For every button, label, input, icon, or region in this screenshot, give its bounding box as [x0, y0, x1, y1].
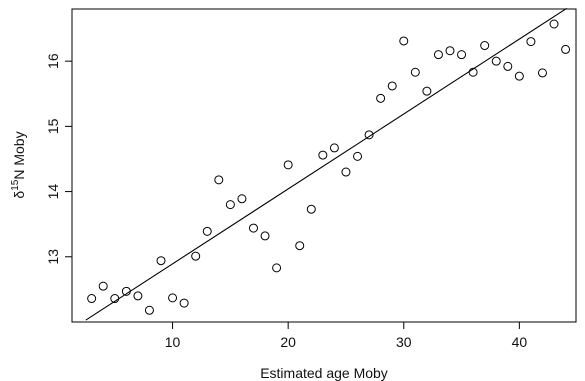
regression-line	[85, 7, 568, 321]
data-point	[480, 41, 490, 51]
data-point	[272, 263, 282, 273]
regression-line-group	[85, 7, 568, 321]
x-tick-label: 10	[165, 334, 181, 350]
data-point	[202, 226, 212, 236]
data-point	[144, 305, 154, 315]
data-point	[179, 298, 189, 308]
data-point	[526, 37, 536, 47]
y-axis-title: δ15N Moby	[10, 131, 27, 198]
data-point	[433, 50, 443, 60]
y-axis: 13 14 15 16	[45, 53, 72, 265]
data-point	[318, 150, 328, 160]
data-point	[121, 286, 131, 296]
data-point	[295, 241, 305, 251]
data-point	[422, 86, 432, 96]
data-point	[283, 160, 293, 170]
x-tick-label: 40	[512, 334, 528, 350]
data-point	[387, 81, 397, 91]
data-point	[214, 175, 224, 185]
data-point	[110, 294, 120, 304]
data-point	[468, 67, 478, 77]
data-point	[237, 194, 247, 204]
x-axis-title: Estimated age Moby	[260, 365, 388, 381]
data-point	[87, 294, 97, 304]
y-axis-title-superscript: 15	[10, 179, 21, 191]
data-point	[503, 61, 513, 71]
data-point	[537, 68, 547, 78]
y-axis-title-delta: δ	[11, 191, 27, 199]
x-tick-label: 20	[280, 334, 296, 350]
data-point	[399, 36, 409, 46]
data-point	[133, 291, 143, 301]
y-tick-label: 15	[45, 118, 61, 134]
x-tick-label: 30	[396, 334, 412, 350]
data-point	[549, 19, 559, 29]
data-point	[98, 281, 108, 291]
data-point	[353, 151, 363, 161]
y-axis-title-rest: N Moby	[11, 131, 27, 179]
data-point	[168, 293, 178, 303]
x-axis: 10 20 30 40	[165, 322, 528, 350]
data-point	[306, 204, 316, 214]
data-point	[410, 67, 420, 77]
data-point	[364, 130, 374, 140]
data-point	[341, 167, 351, 177]
y-tick-label: 14	[45, 184, 61, 200]
data-point	[156, 256, 166, 266]
plot-frame	[71, 8, 577, 323]
data-point	[457, 50, 467, 60]
data-point	[445, 46, 455, 56]
data-point	[514, 71, 524, 81]
data-points	[87, 19, 571, 315]
data-point	[248, 223, 258, 233]
y-tick-label: 16	[45, 53, 61, 69]
data-point	[225, 200, 235, 210]
y-tick-label: 13	[45, 249, 61, 265]
data-point	[561, 44, 571, 54]
data-point	[191, 251, 201, 261]
data-point	[260, 231, 270, 241]
data-point	[491, 56, 501, 66]
data-point	[329, 143, 339, 153]
data-point	[376, 93, 386, 103]
